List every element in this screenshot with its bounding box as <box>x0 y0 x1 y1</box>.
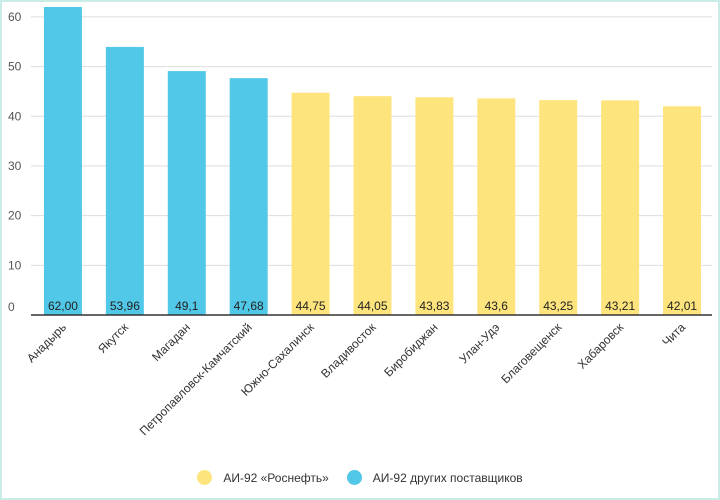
bar-10[interactable] <box>601 100 640 315</box>
y-tick-label-20: 20 <box>8 209 22 223</box>
bar-value-label-5: 44,75 <box>296 299 326 313</box>
bar-value-label-6: 44,05 <box>357 299 387 313</box>
bar-value-label-7: 43,83 <box>419 299 449 313</box>
bar-value-label-4: 47,68 <box>234 299 264 313</box>
category-label-1: Анадырь <box>24 320 69 365</box>
y-tick-label-10: 10 <box>8 258 22 272</box>
bar-value-label-9: 43,25 <box>543 299 573 313</box>
category-label-9: Благовещенск <box>498 320 565 387</box>
bar-value-label-10: 43,21 <box>605 299 635 313</box>
bar-3[interactable] <box>167 71 206 316</box>
legend-item-rosneft: АИ-92 «Роснефть» <box>197 470 329 485</box>
bar-6[interactable] <box>353 96 392 316</box>
category-label-3: Магадан <box>149 320 193 364</box>
bar-1[interactable] <box>43 7 82 315</box>
bar-value-label-8: 43,6 <box>485 299 509 313</box>
legend-label-rosneft: АИ-92 «Роснефть» <box>223 470 329 485</box>
category-label-7: Биробиджан <box>381 320 440 379</box>
chart-legend: АИ-92 «Роснефть» АИ-92 других поставщико… <box>0 470 720 485</box>
category-label-6: Владивосток <box>318 320 379 381</box>
category-label-8: Улан-Удэ <box>456 320 502 366</box>
category-label-2: Якутск <box>95 320 131 356</box>
y-tick-label-30: 30 <box>8 159 22 173</box>
y-tick-label-60: 60 <box>8 10 22 24</box>
category-label-4: Петропавловск-Камчатский <box>137 320 255 438</box>
bar-value-label-1: 62,00 <box>48 299 78 313</box>
category-label-11: Чита <box>659 320 688 349</box>
y-tick-label-40: 40 <box>8 109 22 123</box>
bar-8[interactable] <box>477 98 516 315</box>
bar-9[interactable] <box>539 100 578 315</box>
legend-swatch-rosneft <box>197 470 213 485</box>
y-tick-label-0: 0 <box>8 300 15 314</box>
bar-2[interactable] <box>105 46 144 315</box>
category-label-10: Хабаровск <box>575 320 627 372</box>
bar-11[interactable] <box>663 106 702 315</box>
bar-value-label-2: 53,96 <box>110 299 140 313</box>
bar-4[interactable] <box>229 78 268 315</box>
bar-7[interactable] <box>415 97 454 315</box>
y-tick-label-50: 50 <box>8 60 22 74</box>
bar-value-label-3: 49,1 <box>175 299 199 313</box>
bar-5[interactable] <box>291 92 330 316</box>
bar-chart: 0 10 20 30 40 50 60 62,00 Анадырь 53,96 Якутск 49,1… <box>8 7 712 438</box>
bar-value-label-11: 42,01 <box>667 299 697 313</box>
legend-item-other: АИ-92 других поставщиков <box>346 470 523 485</box>
legend-swatch-other <box>346 470 362 485</box>
legend-label-other: АИ-92 других поставщиков <box>372 470 523 485</box>
